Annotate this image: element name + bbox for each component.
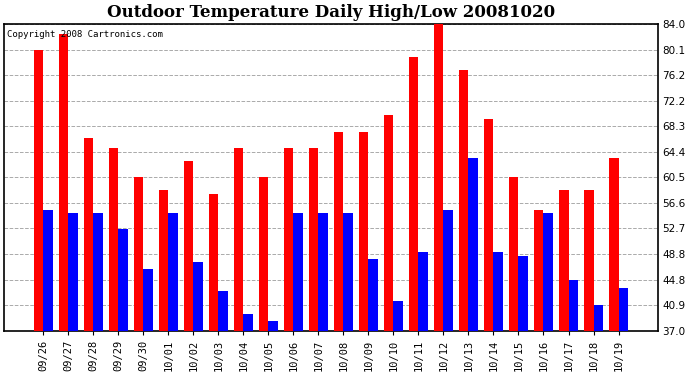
Bar — [434, 24, 444, 330]
Bar — [244, 314, 253, 330]
Bar — [559, 190, 569, 330]
Bar — [344, 213, 353, 330]
Bar — [134, 177, 144, 330]
Bar — [593, 305, 603, 330]
Bar — [43, 210, 53, 330]
Bar — [193, 262, 203, 330]
Bar — [159, 190, 168, 330]
Bar — [219, 291, 228, 330]
Bar — [209, 194, 219, 330]
Bar — [444, 210, 453, 330]
Bar — [259, 177, 268, 330]
Bar — [284, 148, 293, 330]
Bar — [493, 252, 503, 330]
Bar — [393, 301, 403, 330]
Bar — [334, 132, 344, 330]
Bar — [409, 57, 418, 330]
Bar — [319, 213, 328, 330]
Text: Copyright 2008 Cartronics.com: Copyright 2008 Cartronics.com — [8, 30, 164, 39]
Bar — [459, 70, 469, 330]
Bar — [309, 148, 319, 330]
Bar — [569, 280, 578, 330]
Bar — [359, 132, 368, 330]
Bar — [119, 230, 128, 330]
Bar — [293, 213, 303, 330]
Bar — [509, 177, 518, 330]
Bar — [34, 50, 43, 330]
Bar — [93, 213, 103, 330]
Bar — [59, 34, 68, 330]
Bar — [368, 259, 378, 330]
Bar — [68, 213, 78, 330]
Bar — [268, 321, 278, 330]
Bar — [544, 213, 553, 330]
Bar — [184, 161, 193, 330]
Title: Outdoor Temperature Daily High/Low 20081020: Outdoor Temperature Daily High/Low 20081… — [107, 4, 555, 21]
Bar — [534, 210, 544, 330]
Bar — [618, 288, 628, 330]
Bar — [584, 190, 593, 330]
Bar — [84, 138, 93, 330]
Bar — [609, 158, 618, 330]
Bar — [418, 252, 428, 330]
Bar — [484, 118, 493, 330]
Bar — [144, 268, 153, 330]
Bar — [234, 148, 244, 330]
Bar — [518, 256, 528, 330]
Bar — [109, 148, 119, 330]
Bar — [469, 158, 478, 330]
Bar — [384, 116, 393, 330]
Bar — [168, 213, 178, 330]
